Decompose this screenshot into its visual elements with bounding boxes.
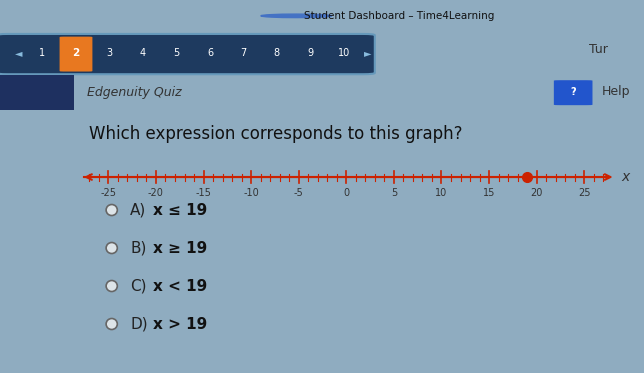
- FancyBboxPatch shape: [59, 37, 92, 72]
- Text: 5: 5: [391, 188, 397, 198]
- FancyBboxPatch shape: [554, 80, 592, 105]
- Text: 4: 4: [140, 48, 146, 58]
- Text: Which expression corresponds to this graph?: Which expression corresponds to this gra…: [90, 125, 463, 143]
- Text: 2: 2: [72, 48, 80, 58]
- Text: 0: 0: [343, 188, 350, 198]
- Text: B): B): [130, 241, 146, 256]
- Text: Help: Help: [602, 85, 630, 98]
- Text: 5: 5: [173, 48, 180, 58]
- Text: 7: 7: [240, 48, 247, 58]
- Text: x ≤ 19: x ≤ 19: [153, 203, 208, 217]
- Text: Student Dashboard – Time4Learning: Student Dashboard – Time4Learning: [304, 11, 495, 21]
- Text: 8: 8: [274, 48, 280, 58]
- Text: x: x: [621, 170, 630, 184]
- Text: D): D): [130, 317, 147, 332]
- Text: C): C): [130, 279, 147, 294]
- Text: -20: -20: [148, 188, 164, 198]
- Text: ►: ►: [364, 48, 372, 58]
- Text: 15: 15: [483, 188, 495, 198]
- Bar: [0, 75, 74, 110]
- Text: -15: -15: [196, 188, 211, 198]
- Text: Edgenuity Quiz: Edgenuity Quiz: [87, 86, 182, 99]
- Text: 10: 10: [337, 48, 350, 58]
- Text: 1: 1: [39, 48, 46, 58]
- Text: ◄: ◄: [15, 48, 23, 58]
- Text: 25: 25: [578, 188, 591, 198]
- Text: Tur: Tur: [589, 43, 609, 56]
- Text: 20: 20: [531, 188, 543, 198]
- Text: x < 19: x < 19: [153, 279, 208, 294]
- Text: ?: ?: [571, 87, 576, 97]
- FancyBboxPatch shape: [0, 34, 375, 74]
- Circle shape: [106, 280, 117, 292]
- Circle shape: [106, 242, 117, 254]
- Text: 9: 9: [307, 48, 314, 58]
- Text: 10: 10: [435, 188, 448, 198]
- Text: 6: 6: [207, 48, 213, 58]
- Text: A): A): [130, 203, 146, 217]
- Text: -10: -10: [243, 188, 259, 198]
- Text: 3: 3: [106, 48, 113, 58]
- Text: -25: -25: [100, 188, 117, 198]
- Text: -5: -5: [294, 188, 303, 198]
- Text: x > 19: x > 19: [153, 317, 208, 332]
- Circle shape: [106, 319, 117, 329]
- Text: x ≥ 19: x ≥ 19: [153, 241, 208, 256]
- Circle shape: [261, 14, 332, 18]
- Circle shape: [106, 204, 117, 216]
